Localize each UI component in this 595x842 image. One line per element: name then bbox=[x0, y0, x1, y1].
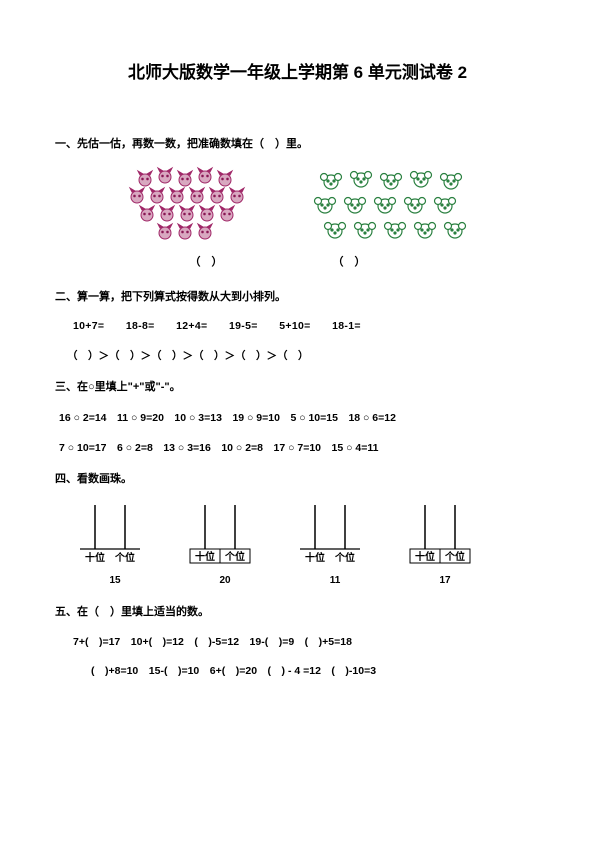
q3-line1: 16 ○ 2=14 11 ○ 9=20 10 ○ 3=13 19 ○ 9=10 … bbox=[59, 411, 540, 427]
bears-group bbox=[313, 166, 473, 246]
counter-num-1: 15 bbox=[85, 573, 145, 588]
counter-num-4: 17 bbox=[415, 573, 475, 588]
counter-4: 十位 个位 bbox=[405, 503, 475, 565]
counter-row: 十位 个位 十位 个位 十位 个位 十位 个位 bbox=[75, 503, 540, 565]
paren-left: （ ） bbox=[190, 254, 223, 271]
counter-2: 十位 个位 bbox=[185, 503, 255, 565]
counter-numbers: 15 20 11 17 bbox=[85, 573, 540, 588]
q1-parens: （ ） （ ） bbox=[55, 254, 540, 271]
counter-num-2: 20 bbox=[195, 573, 255, 588]
q3-line2: 7 ○ 10=17 6 ○ 2=8 13 ○ 3=16 10 ○ 2=8 17 … bbox=[59, 441, 540, 457]
cats-group bbox=[123, 166, 263, 246]
svg-text:个位: 个位 bbox=[224, 550, 245, 563]
q2-line2: （ ）＞（ ）＞（ ）＞（ ）＞（ ）＞（ ） bbox=[67, 349, 540, 365]
q5-header: 五、在（ ）里填上适当的数。 bbox=[55, 604, 540, 621]
svg-text:个位: 个位 bbox=[444, 550, 465, 563]
q4-header: 四、看数画珠。 bbox=[55, 471, 540, 488]
counter-num-3: 11 bbox=[305, 573, 365, 588]
q2-line1: 10+7= 18-8= 12+4= 19-5= 5+10= 18-1= bbox=[73, 319, 540, 335]
svg-text:十位: 十位 bbox=[195, 550, 215, 563]
q5-line1: 7+( )=17 10+( )=12 ( )-5=12 19-( )=9 ( )… bbox=[73, 635, 540, 651]
counter-3: 十位 个位 bbox=[295, 503, 365, 565]
q5-line2: ( )+8=10 15-( )=10 6+( )=20 ( ) - 4 =12 … bbox=[91, 664, 540, 680]
q2-header: 二、算一算，把下列算式按得数从大到小排列。 bbox=[55, 289, 540, 306]
svg-text:十位: 十位 bbox=[305, 551, 325, 564]
svg-text:个位: 个位 bbox=[334, 551, 355, 564]
q1-images bbox=[55, 166, 540, 246]
ones-label: 个位 bbox=[114, 551, 135, 564]
page-title: 北师大版数学一年级上学期第 6 单元测试卷 2 bbox=[55, 60, 540, 86]
tens-label: 十位 bbox=[85, 551, 105, 564]
svg-text:十位: 十位 bbox=[415, 550, 435, 563]
paren-right: （ ） bbox=[333, 254, 366, 271]
counter-1: 十位 个位 bbox=[75, 503, 145, 565]
q3-header: 三、在○里填上"+"或"-"。 bbox=[55, 379, 540, 396]
q1-header: 一、先估一估，再数一数，把准确数填在（ ）里。 bbox=[55, 136, 540, 153]
